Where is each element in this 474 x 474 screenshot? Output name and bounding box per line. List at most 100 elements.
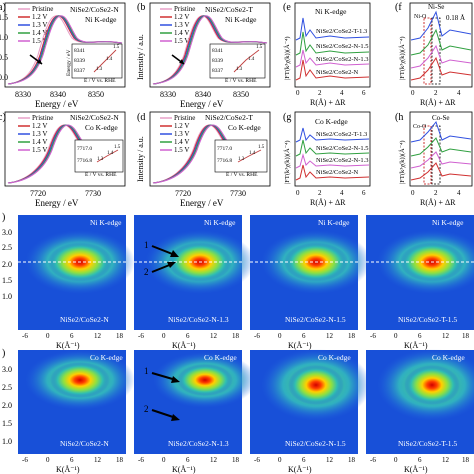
inset-c-ytick-1: 7716.8 <box>77 158 92 164</box>
wt-ni-edge-1: Ni K-edge <box>90 218 122 227</box>
wt-co-xlabel-3: K(Å⁻¹) <box>288 465 312 474</box>
inset-d-pt-2: 1.5 <box>258 145 265 150</box>
legend-d-1-5v: 1.5 V <box>174 146 189 154</box>
panel-a-sample-label: NiSe2/CoSe2-N <box>70 5 119 14</box>
wt-co-xtick-15: -6 <box>370 456 376 464</box>
panel-g-series-0: NiSe2/CoSe2-T-1.3 <box>316 131 367 138</box>
inset-a-ytick-1: 8339 <box>74 58 85 64</box>
wt-co-arrow-1-label: 1 <box>144 366 149 376</box>
legend-1-4v: 1.4 V <box>32 29 47 37</box>
wt-ni-xtick-2: 6 <box>70 332 74 340</box>
panel-f-ni-o-label: Ni-O <box>414 14 427 20</box>
inset-a-ytick-0: 8341 <box>74 48 85 54</box>
inset-d-ytick-1: 7716.8 <box>217 158 232 164</box>
wt-co-xtick-4: 18 <box>116 456 124 464</box>
wt-co-edge-3: Co K-edge <box>318 353 351 362</box>
inset-c-pt-0: 1.3 <box>97 157 104 162</box>
panel-a-ytick-0: 1.5 <box>0 13 8 22</box>
legend-c-1-2v: 1.2 V <box>32 122 47 130</box>
inset-c-pt-1: 1.4 <box>107 151 114 156</box>
panel-h-xtick-2: 4 <box>457 189 461 197</box>
inset-a-ylabel: Energy / eV <box>66 49 72 76</box>
wt-co-map-1: Co K-edge NiSe2/CoSe2-N <box>18 350 135 454</box>
panel-a-edge-label: Ni K-edge <box>85 15 117 24</box>
wt-co-map-4: Co K-edge NiSe2/CoSe2-T-1.5 <box>366 349 474 454</box>
panel-g-ylabel: |FT(k³χ(k))(Å⁻⁴) <box>283 140 291 184</box>
legend-d-1-4v: 1.4 V <box>174 138 189 146</box>
legend-b-1-3v: 1.3 V <box>174 21 189 29</box>
panel-d-xtick-0: 7720 <box>175 189 191 198</box>
legend-1-3v: 1.3 V <box>32 21 47 29</box>
wt-ni-label-1: NiSe2/CoSe2-N <box>60 315 109 324</box>
panel-g-series-3: NiSe2/CoSe2-N <box>316 169 359 176</box>
wt-co-xtick-10: -6 <box>254 456 260 464</box>
panel-a-ytick-3: 0.0 <box>0 73 8 82</box>
panel-e: (e |FT(k³χ(k))(Å⁻⁴) Ni K-edge NiSe2/CoSe… <box>283 2 371 107</box>
legend-b-pristine: Pristine <box>174 5 195 13</box>
wt-co-xtick-13: 12 <box>326 456 334 464</box>
panel-h: (h |FT(k³χ(k))(Å⁻⁴) Co-Se Co-O 0 2 4 R(Å… <box>395 111 473 207</box>
panel-g-xlabel: R(Å) + ΔR <box>310 198 346 207</box>
wt-co-xlabel-2: K(Å⁻¹) <box>172 465 196 474</box>
legend-d-1-3v: 1.3 V <box>174 130 189 138</box>
panel-a: a) 1.5 1.0 0.5 0.0 NiSe2/CoSe2-N Ni K-ed… <box>0 2 126 109</box>
panel-f-letter: (f <box>395 2 402 13</box>
wt-co-xlabel-1: K(Å⁻¹) <box>56 465 80 474</box>
inset-a-pt-2: 1.5 <box>113 45 120 50</box>
panel-a-xlabel: Energy / eV <box>35 99 79 109</box>
inset-b-xlabel: E / V vs. RHE <box>225 78 257 84</box>
panel-h-xtick-1: 2 <box>434 189 438 197</box>
wt-co-label-1: NiSe2/CoSe2-N <box>60 439 109 448</box>
wt-co-xtick-2: 6 <box>70 456 74 464</box>
wt-co-ytick-2: 2.0 <box>2 401 12 410</box>
panel-g-series-1: NiSe2/CoSe2-N-1.5 <box>316 145 369 152</box>
wt-co-arrow-2-label: 2 <box>144 404 149 414</box>
wt-co-xtick-19: 18 <box>462 456 470 464</box>
wt-ni-xtick-8: 12 <box>210 332 218 340</box>
wt-ni-map-2: Ni K-edge 1 2 NiSe2/CoSe2-N-1.3 <box>134 215 255 330</box>
inset-b-pt-2: 1.5 <box>256 45 263 50</box>
wt-co-xticks: -6 0 6 12 18 -6 0 6 12 18 -6 0 6 12 18 -… <box>22 456 470 464</box>
wt-ni-xtick-10: -6 <box>254 332 260 340</box>
panel-e-edge-label: Ni K-edge <box>315 7 347 16</box>
inset-d-xlabel: E / V vs. RHE <box>226 172 258 178</box>
wt-ni-map-1: Ni K-edge NiSe2/CoSe2-N <box>18 215 135 330</box>
wt-ni-xtick-1: 0 <box>46 332 50 340</box>
inset-b-ytick-1: 8339 <box>212 58 223 64</box>
panel-g-xtick-0: 0 <box>296 189 300 197</box>
panel-f-ni-se-label: Ni-Se <box>428 3 444 11</box>
inset-c-xlabel: E / V vs. RHE <box>85 172 117 178</box>
wt-co-ytick-0: 3.0 <box>2 365 12 374</box>
panel-c-inset: 7717.0 7716.8 1.3 1.4 1.5 E / V vs. RHE <box>74 139 124 178</box>
panel-b-letter: (b <box>137 2 145 13</box>
panel-e-series-3: NiSe2/CoSe2-N <box>316 69 359 76</box>
legend-b-1-5v: 1.5 V <box>174 37 189 45</box>
wt-ni-ytick-4: 1.0 <box>2 292 12 301</box>
inset-c-ytick-0: 7717.0 <box>77 146 92 152</box>
wt-ni-ytick-3: 1.5 <box>2 276 12 285</box>
wt-co-ytick-3: 1.5 <box>2 419 12 428</box>
panel-b-sample-label: NiSe2/CoSe2-T <box>205 5 253 14</box>
panel-a-legend: Pristine 1.2 V 1.3 V 1.4 V 1.5 V <box>18 5 53 45</box>
panel-b-inset: 8341 8339 8337 1.3 1.4 1.5 E / V vs. RHE <box>209 43 266 84</box>
wt-co-map-3: Co K-edge NiSe2/CoSe2-N-1.5 <box>250 349 371 454</box>
panel-d-xtick-1: 7730 <box>230 189 246 198</box>
wt-ni-edge-2: Ni K-edge <box>204 218 236 227</box>
panel-h-ylabel: |FT(k³χ(k))(Å⁻⁴) <box>398 140 406 184</box>
wt-ni-xticks: -6 0 6 12 18 -6 0 6 12 18 -6 0 6 12 18 -… <box>22 332 470 340</box>
wt-ni-xtick-9: 18 <box>232 332 240 340</box>
panel-e-xtick-0: 0 <box>296 89 300 97</box>
wt-co-xtick-1: 0 <box>46 456 50 464</box>
wt-ni-xlabel-1: K(Å⁻¹) <box>56 341 80 350</box>
panel-a-xtick-2: 8350 <box>88 90 104 99</box>
panel-b: (b Intensity / a.u. NiSe2/CoSe2-T Ni K-e… <box>136 2 271 109</box>
legend-c-1-5v: 1.5 V <box>32 146 47 154</box>
wavelet-row-co: ) 3.0 2.5 2.0 1.5 1.0 Co K-edge NiSe2/Co… <box>2 348 474 474</box>
panel-b-xlabel: Energy / eV <box>180 99 224 109</box>
panel-h-xtick-0: 0 <box>411 189 415 197</box>
legend-d-1-2v: 1.2 V <box>174 122 189 130</box>
wt-co-edge-1: Co K-edge <box>90 353 123 362</box>
panel-d: (d Intensity / a.u. NiSe2/CoSe2-T Co K-e… <box>136 111 271 208</box>
panel-f-ylabel: |FT(k³χ(k))(Å⁻⁴) <box>398 36 406 80</box>
inset-b-pt-0: 1.3 <box>236 67 243 72</box>
